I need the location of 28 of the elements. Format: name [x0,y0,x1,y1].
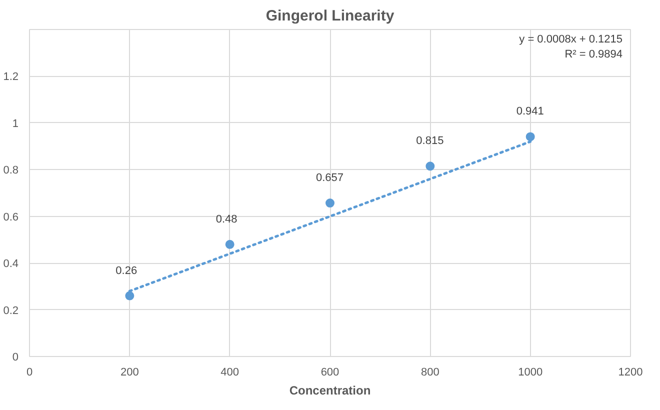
point [225,240,234,249]
point [125,291,134,300]
data-label: 0.26 [116,264,138,277]
x-tick-label: 200 [120,366,139,378]
y-tick-label: 0 [12,352,19,364]
x-tick-label: 800 [420,366,440,378]
chart-title: Gingerol Linearity [266,8,395,24]
y-tick-label: 0.4 [3,258,19,270]
x-tick-label: 1200 [618,366,643,378]
data-label: 0.48 [216,213,238,226]
y-tick-label: 0.2 [3,304,19,317]
data-label: 0.815 [416,135,444,148]
data-label: 0.657 [316,172,344,184]
x-axis-title: Concentration [289,384,371,398]
x-tick-label: 400 [220,366,240,378]
y-tick-label: 1.2 [3,71,19,84]
y-tick-label: 0.6 [3,211,19,224]
y-tick-label: 1 [12,118,19,130]
y-tick-label: 0.8 [3,164,19,177]
x-tick-label: 600 [320,366,340,378]
annotation: R² = 0.9894 [564,48,623,60]
point [326,198,334,208]
annotation: y = 0.0008x + 0.1215 [519,34,623,46]
point [426,162,435,171]
data-label: 0.941 [516,106,544,118]
point [526,132,535,142]
x-tick-label: 0 [26,366,33,378]
x-tick-label: 1000 [518,366,543,378]
